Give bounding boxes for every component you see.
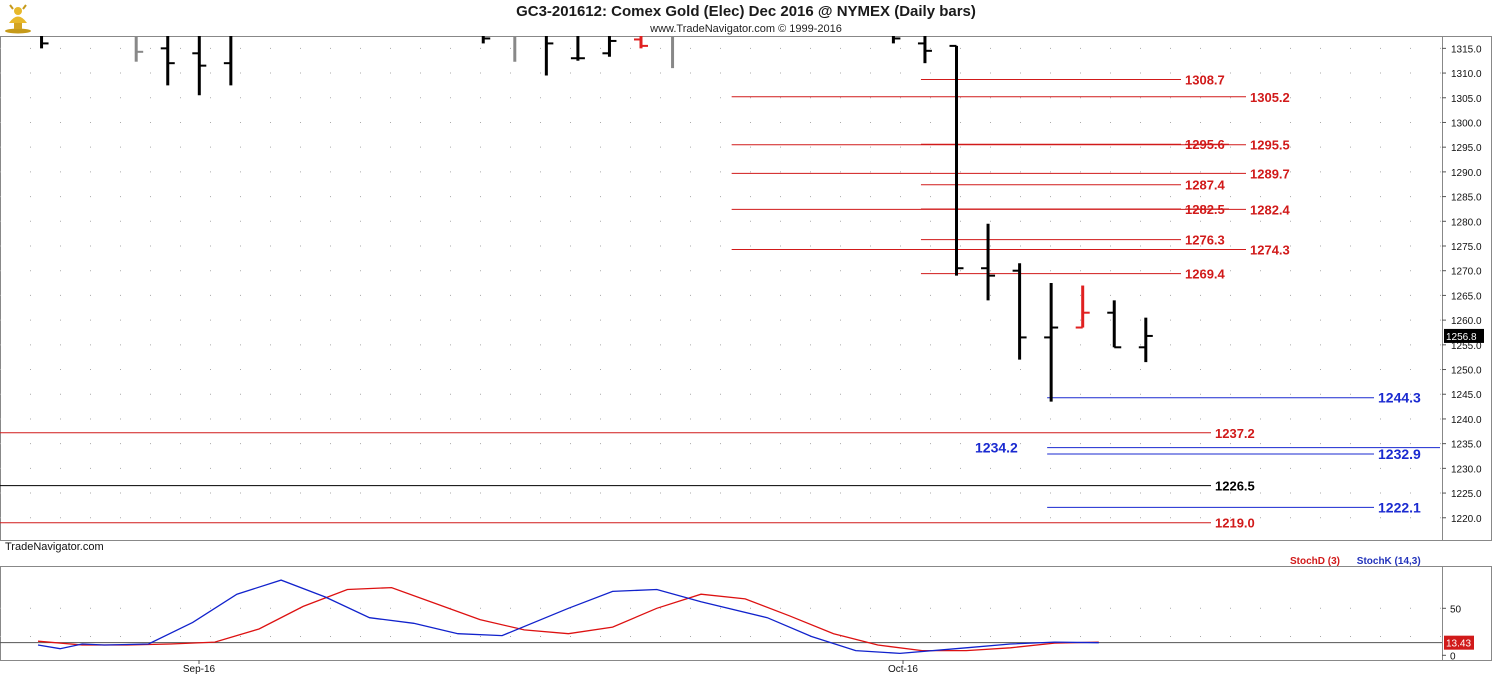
- watermark-text: TradeNavigator.com: [5, 541, 104, 553]
- level-label: 1276.3: [1185, 233, 1225, 248]
- price-grid: [0, 47, 1442, 519]
- ohlc-bar: [949, 44, 964, 276]
- price-tick-label: 1270.0: [1451, 267, 1482, 278]
- stoch-tick-label: 0: [1450, 651, 1456, 662]
- price-tick-label: 1240.0: [1451, 415, 1482, 426]
- ohlc-bar: [513, 36, 517, 62]
- price-tick-label: 1275.0: [1451, 242, 1482, 253]
- stoch-value-label: 13.43: [1446, 639, 1471, 650]
- level-label: 1226.5: [1215, 479, 1255, 494]
- price-tick-label: 1260.0: [1451, 316, 1482, 327]
- price-tick-label: 1290.0: [1451, 168, 1482, 179]
- level-label: 1287.4: [1185, 178, 1226, 193]
- ohlc-bars: [40, 36, 1153, 402]
- level-label: 1237.2: [1215, 426, 1255, 441]
- price-tick-label: 1235.0: [1451, 440, 1482, 451]
- stochastic-legend: StochD (3) StochK (14,3): [1290, 556, 1421, 567]
- level-label: 1244.3: [1378, 390, 1421, 406]
- ohlc-bar: [40, 36, 49, 49]
- stoch-value-tag: [1444, 635, 1474, 650]
- level-label: 1269.4: [1185, 267, 1226, 282]
- ohlc-bar: [134, 36, 144, 62]
- ohlc-bar: [223, 36, 233, 86]
- price-tick-label: 1245.0: [1451, 390, 1482, 401]
- level-label: 1222.1: [1378, 499, 1421, 515]
- price-tick-label: 1265.0: [1451, 291, 1482, 302]
- price-tick-label: 1315.0: [1451, 44, 1482, 55]
- ohlc-bar: [160, 36, 175, 86]
- level-label: 1289.7: [1250, 166, 1290, 181]
- ohlc-bar: [544, 36, 554, 76]
- ohlc-bar: [1107, 300, 1122, 349]
- price-tick-label: 1255.0: [1451, 341, 1482, 352]
- legend-stochd: StochD (3): [1290, 556, 1340, 567]
- ohlc-bar: [671, 36, 675, 69]
- ohlc-bar: [917, 36, 932, 64]
- ohlc-bar: [1075, 285, 1090, 329]
- level-label: 1232.9: [1378, 446, 1421, 462]
- level-label: 1234.2: [975, 440, 1018, 456]
- ohlc-bar: [634, 36, 648, 49]
- price-tick-label: 1310.0: [1451, 69, 1482, 80]
- copyright-text: www.TradeNavigator.com © 1999-2016: [650, 23, 842, 35]
- level-label: 1308.7: [1185, 72, 1225, 87]
- price-tick-label: 1295.0: [1451, 143, 1482, 154]
- chart-title: GC3-201612: Comex Gold (Elec) Dec 2016 @…: [516, 3, 976, 20]
- x-tick-label: Oct-16: [888, 664, 918, 675]
- ohlc-bar: [981, 223, 996, 301]
- level-label: 1274.3: [1250, 242, 1290, 257]
- levels: [0, 78, 1440, 524]
- ohlc-bar: [1138, 317, 1153, 363]
- stoch-grid: [0, 579, 1442, 655]
- level-label: 1282.4: [1250, 202, 1291, 217]
- price-tick-label: 1285.0: [1451, 193, 1482, 204]
- legend-stochk: StochK (14,3): [1356, 556, 1421, 567]
- price-tick-label: 1225.0: [1451, 489, 1482, 500]
- price-tick-label: 1280.0: [1451, 217, 1482, 228]
- level-label: 1219.0: [1215, 516, 1255, 531]
- ohlc-bar: [192, 36, 207, 96]
- ohlc-bar: [570, 36, 585, 61]
- ohlc-bar: [891, 36, 901, 44]
- level-label: 1295.5: [1250, 138, 1290, 153]
- ohlc-bar: [602, 36, 617, 57]
- price-tick-label: 1220.0: [1451, 514, 1482, 525]
- price-tick-label: 1300.0: [1451, 118, 1482, 129]
- stoch-line: [37, 586, 1099, 652]
- x-tick-label: Sep-16: [183, 664, 216, 675]
- price-panel-frame: [0, 36, 1492, 541]
- price-tick-label: 1230.0: [1451, 464, 1482, 475]
- stoch-line: [37, 579, 1099, 655]
- price-tick-label: 1250.0: [1451, 366, 1482, 377]
- ohlc-bar: [1044, 283, 1059, 402]
- last-price-label: 1256.8: [1446, 332, 1477, 343]
- stoch-tick-label: 50: [1450, 604, 1462, 615]
- ohlc-bar: [481, 36, 491, 44]
- golden-bull-logo-icon: [3, 2, 33, 34]
- price-tick-label: 1305.0: [1451, 94, 1482, 105]
- level-label: 1305.2: [1250, 90, 1290, 105]
- last-price-tag: [1444, 328, 1484, 343]
- stoch-panel-frame: [0, 566, 1492, 661]
- ohlc-bar: [1012, 263, 1027, 360]
